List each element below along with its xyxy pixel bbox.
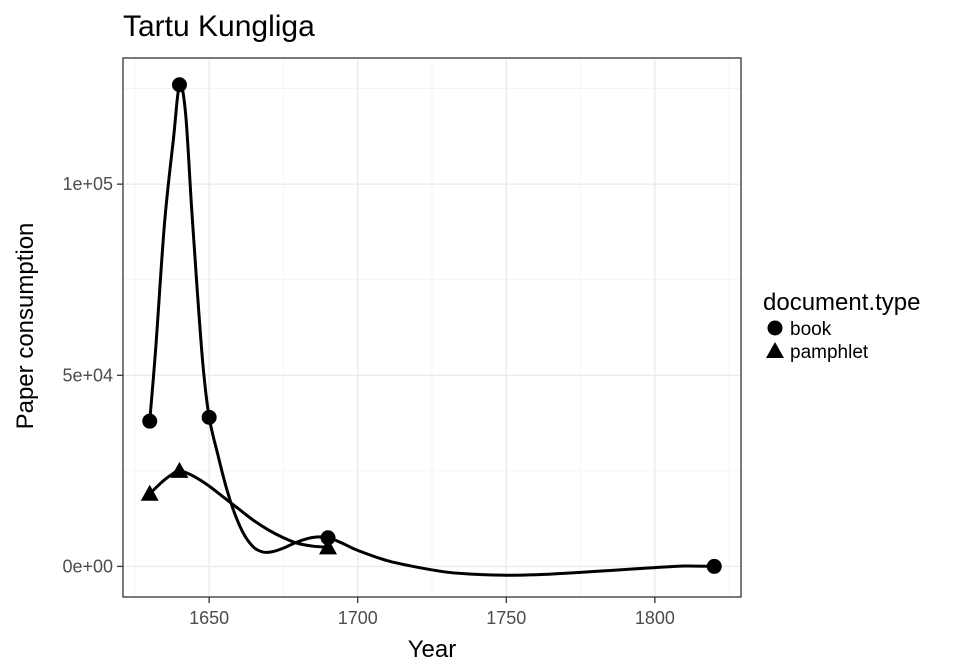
pamphlet-point <box>170 461 189 478</box>
legend: document.type book pamphlet <box>763 289 920 363</box>
chart-title: Tartu Kungliga <box>123 10 315 43</box>
pamphlet-point <box>319 538 338 555</box>
y-axis-title: Paper consumption <box>12 223 39 430</box>
legend-title: document.type <box>763 289 920 316</box>
panel-border <box>122 57 742 598</box>
book-point <box>201 409 217 425</box>
x-tick-label: 1700 <box>338 608 378 628</box>
pamphlet-point <box>140 484 159 501</box>
y-tick-label: 5e+04 <box>62 365 113 385</box>
book-smooth-line <box>148 82 715 577</box>
y-axis: 0e+00 5e+04 1e+05 <box>62 174 123 576</box>
data-markers <box>140 77 722 574</box>
grid-lines <box>123 58 741 597</box>
book-point <box>706 558 722 574</box>
legend-label-pamphlet: pamphlet <box>790 342 869 363</box>
legend-pamphlet-triangle-icon <box>766 342 784 358</box>
book-point <box>171 77 187 93</box>
pamphlet-smooth-line <box>148 469 329 549</box>
x-tick-label: 1650 <box>189 608 229 628</box>
legend-book-circle-icon <box>767 320 783 336</box>
y-tick-label: 1e+05 <box>62 174 113 194</box>
x-tick-label: 1750 <box>486 608 526 628</box>
x-axis: 1650 1700 1750 1800 <box>189 597 675 628</box>
x-axis-title: Year <box>408 636 457 663</box>
legend-label-book: book <box>790 319 832 340</box>
x-tick-label: 1800 <box>635 608 675 628</box>
y-tick-label: 0e+00 <box>62 556 113 576</box>
book-point <box>142 413 158 429</box>
book-point <box>320 530 336 546</box>
smooth-lines <box>148 82 715 577</box>
plot-panel <box>122 57 742 598</box>
